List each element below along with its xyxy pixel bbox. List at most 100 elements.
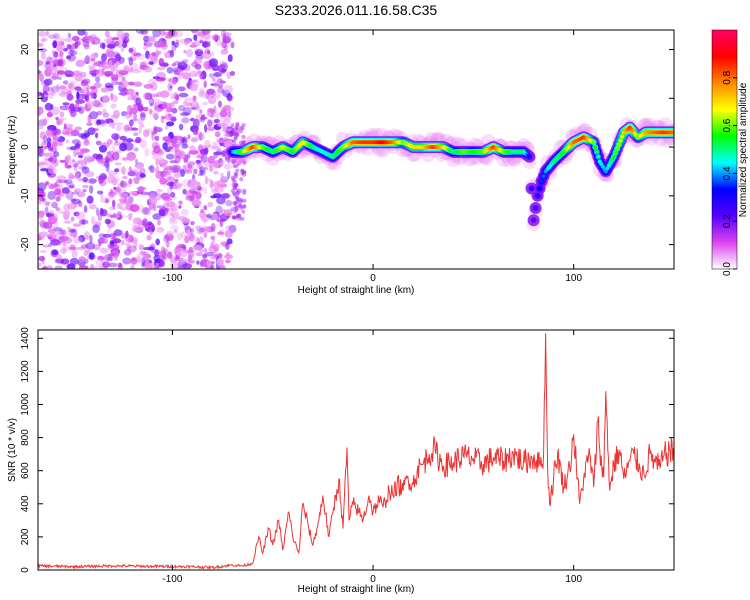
noise-blob — [152, 108, 160, 117]
noise-blob — [147, 246, 155, 251]
noise-blob — [39, 131, 46, 140]
noise-blob — [232, 179, 237, 184]
noise-blob — [108, 253, 115, 257]
noise-blob — [66, 182, 75, 187]
noise-blob — [48, 147, 53, 151]
noise-blob — [170, 225, 180, 231]
noise-blob — [61, 105, 66, 110]
noise-blob — [172, 164, 182, 173]
noise-blob — [192, 118, 200, 128]
y-tick-label: -20 — [20, 237, 31, 252]
noise-blob — [72, 159, 76, 164]
noise-blob — [152, 113, 157, 118]
noise-blob — [97, 212, 103, 222]
noise-blob — [173, 70, 181, 75]
noise-blob — [54, 188, 61, 196]
noise-blob — [110, 232, 115, 241]
noise-blob — [115, 186, 121, 193]
noise-blob — [133, 177, 139, 182]
noise-blob — [223, 163, 232, 170]
noise-blob — [121, 157, 129, 161]
noise-blob — [56, 43, 63, 53]
y-tick-label: 20 — [20, 44, 31, 56]
noise-blob — [40, 191, 46, 198]
noise-blob — [153, 125, 158, 135]
noise-blob — [83, 85, 88, 93]
noise-blob — [199, 116, 208, 120]
noise-blob — [240, 216, 245, 221]
noise-blob — [206, 259, 213, 268]
colorbar-tick-label: 0.2 — [722, 214, 733, 228]
noise-blob — [207, 201, 214, 208]
noise-blob — [80, 80, 89, 87]
noise-blob — [191, 30, 198, 34]
noise-blob — [135, 136, 142, 144]
noise-blob — [191, 187, 196, 196]
noise-blob — [129, 169, 139, 177]
noise-blob — [103, 70, 114, 77]
noise-blob — [43, 78, 53, 86]
noise-blob — [51, 85, 61, 93]
spectrogram-frame — [37, 29, 675, 270]
noise-blob — [80, 71, 87, 78]
noise-blob — [203, 80, 207, 88]
noise-blob — [189, 228, 195, 234]
noise-blob — [195, 191, 202, 200]
noise-blob — [139, 173, 146, 178]
noise-blob — [188, 149, 199, 155]
noise-blob — [153, 145, 161, 154]
noise-blob — [126, 151, 137, 161]
noise-blob — [229, 71, 236, 76]
y-axis-label: SNR (10 * v/v) — [7, 418, 18, 482]
noise-blob — [111, 133, 120, 140]
noise-blob — [210, 235, 216, 240]
noise-blob — [122, 257, 132, 265]
noise-blob — [130, 257, 138, 265]
noise-blob — [218, 100, 222, 108]
noise-blob — [47, 137, 52, 144]
noise-blob — [39, 73, 44, 82]
noise-blob — [49, 87, 55, 95]
noise-blob — [123, 124, 130, 132]
noise-blob — [173, 172, 182, 178]
ridge-point — [537, 186, 542, 191]
noise-blob — [199, 36, 203, 43]
ridge-point — [618, 138, 623, 143]
noise-blob — [151, 52, 156, 57]
noise-blob — [66, 263, 76, 269]
x-axis-ticks: -100 0 100 — [162, 330, 582, 585]
noise-blob — [110, 103, 117, 109]
noise-blob — [206, 112, 212, 116]
noise-blob — [47, 165, 55, 175]
noise-blob — [64, 37, 74, 43]
noise-blob — [48, 110, 52, 117]
y-tick-label: 0 — [20, 567, 31, 573]
noise-blob — [235, 133, 240, 137]
noise-blob — [108, 121, 113, 128]
noise-blob — [213, 151, 223, 156]
noise-blob — [152, 76, 161, 80]
noise-blob — [59, 111, 65, 118]
noise-blob — [118, 262, 122, 267]
noise-blob — [86, 157, 96, 162]
noise-blob — [41, 266, 48, 269]
noise-blob — [203, 168, 207, 178]
noise-blob — [158, 40, 168, 48]
noise-blob — [167, 82, 173, 92]
noise-blob — [47, 215, 58, 225]
noise-blob — [171, 40, 175, 46]
noise-blob — [173, 228, 178, 234]
noise-blob — [60, 86, 68, 95]
noise-blob — [91, 128, 99, 132]
noise-blob — [144, 147, 150, 157]
noise-blob — [38, 182, 47, 191]
y-axis-ticks: 0 200 400 600 800 1000 1200 1400 — [20, 327, 674, 573]
noise-blob — [144, 66, 153, 73]
noise-blob — [174, 155, 181, 164]
noise-blob — [195, 50, 199, 56]
ridge-point — [596, 154, 601, 159]
noise-blob — [188, 169, 193, 174]
noise-blob — [187, 164, 193, 169]
noise-blob — [67, 226, 71, 232]
noise-blob — [153, 113, 159, 121]
